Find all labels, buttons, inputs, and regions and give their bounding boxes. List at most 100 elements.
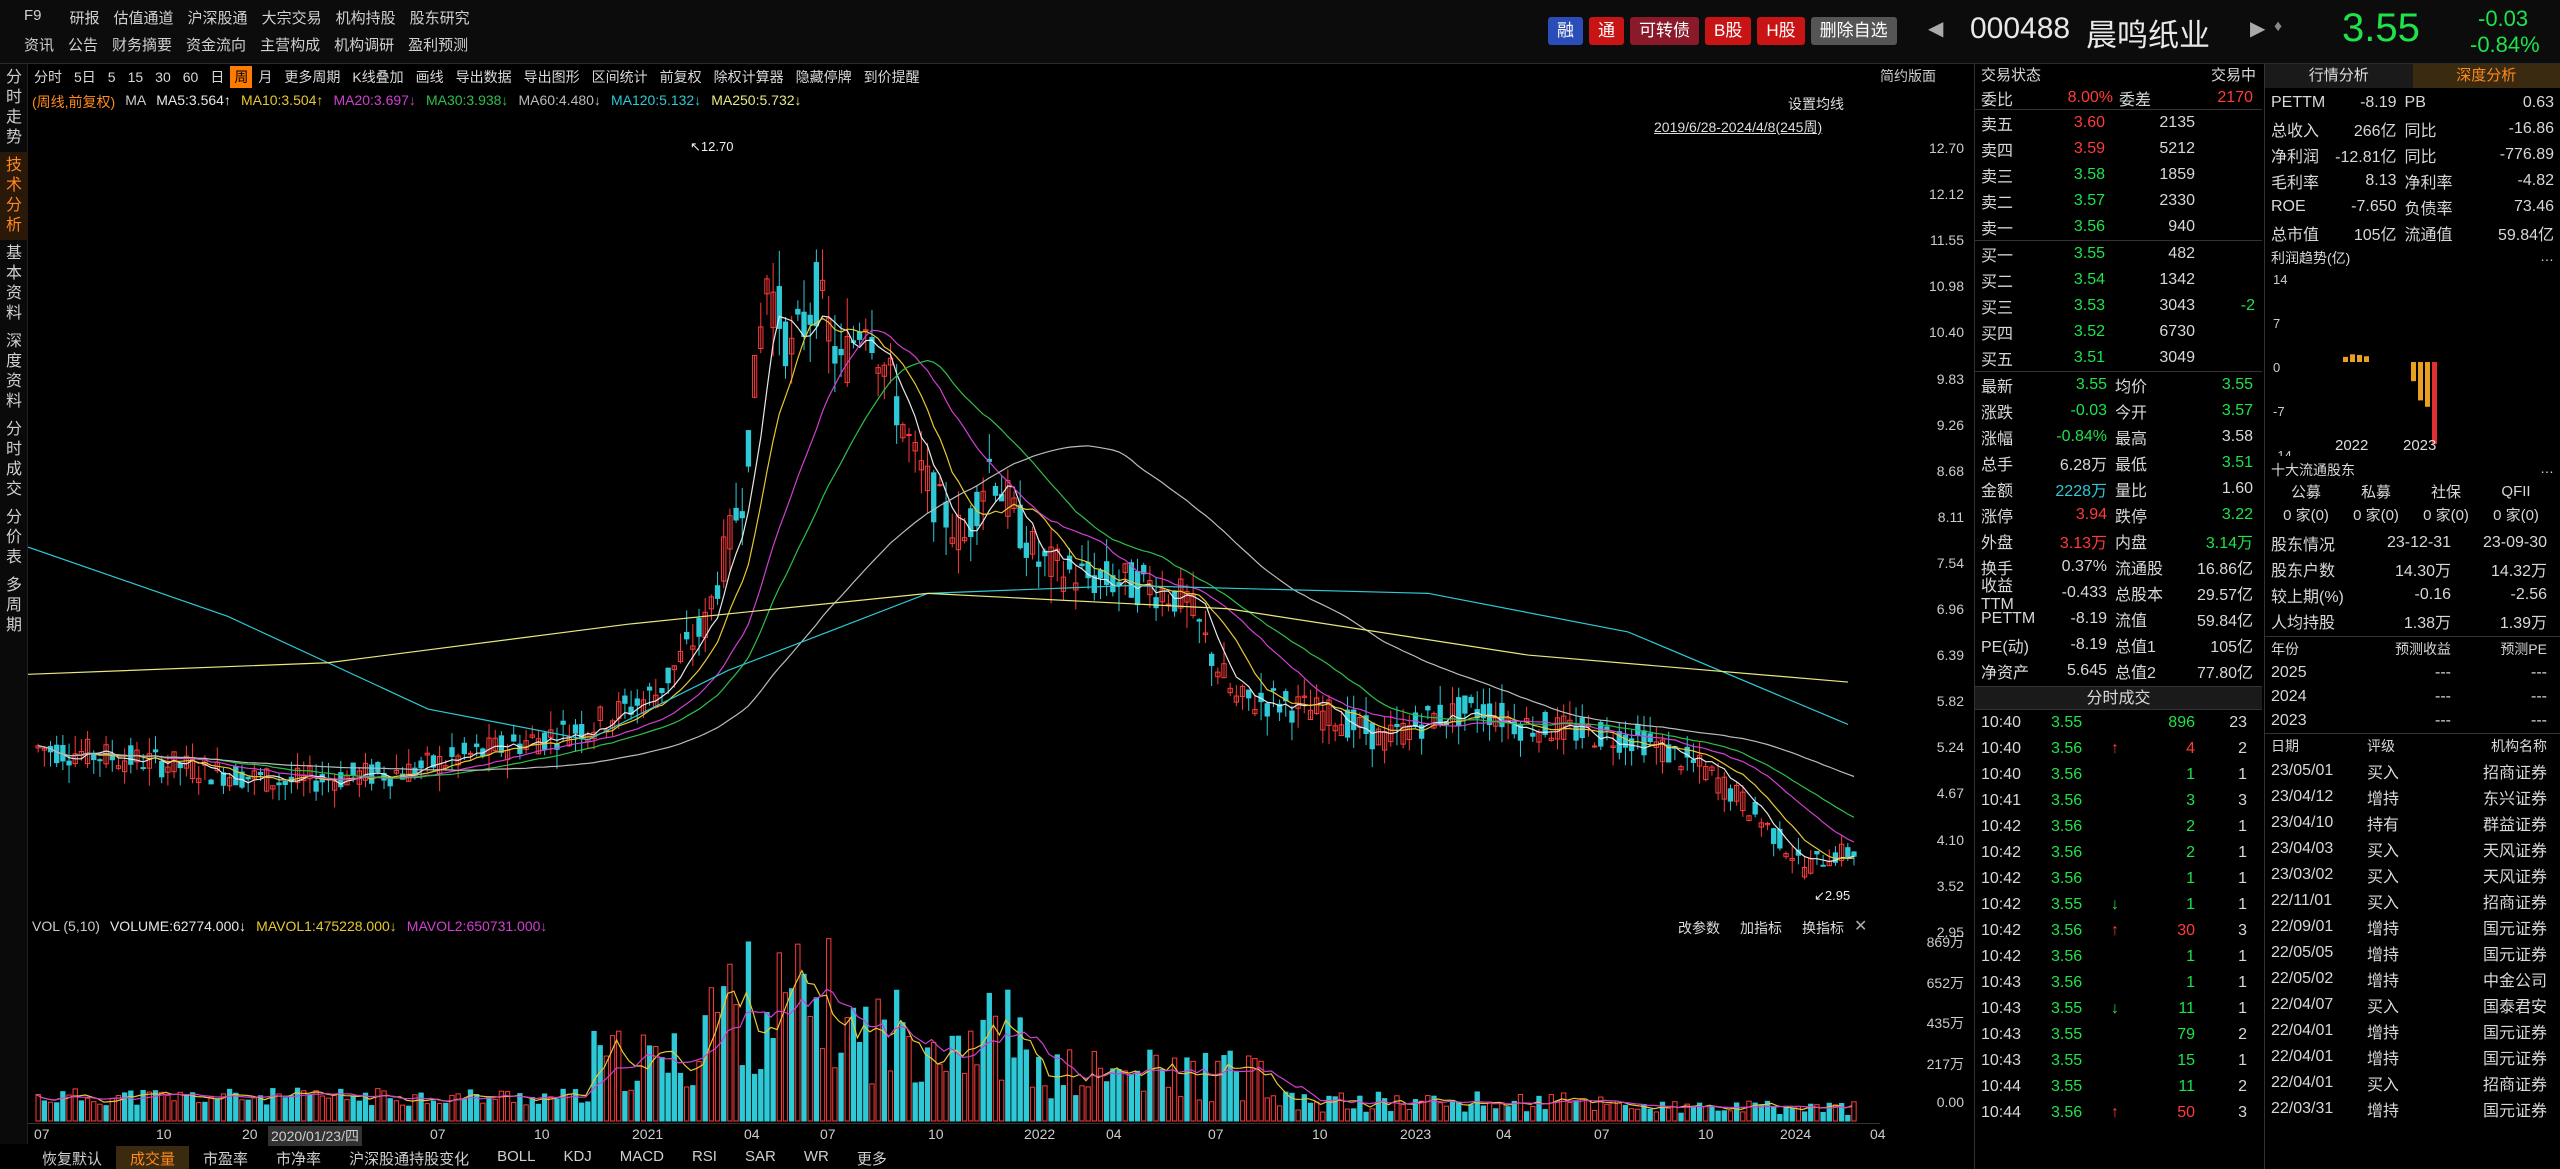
indicator-tab[interactable]: MACD — [619, 1148, 664, 1165]
indicator-tab[interactable]: BOLL — [497, 1148, 536, 1165]
tag-button[interactable]: 可转债 — [1630, 17, 1699, 45]
rating-row[interactable]: 23/03/02 买入 天风证券 — [2271, 862, 2554, 888]
book-row[interactable]: 买五 3.51 3049 — [1981, 345, 2256, 371]
simple-layout-button[interactable]: 简约版面 — [1880, 68, 1936, 84]
tick-list[interactable]: 10:40 3.55 896 23 10:40 3.56 ↑ 4 2 10:40 3.56 1 1 10:… — [1975, 710, 2262, 1126]
rating-row[interactable]: 22/03/31 增持 国元证券 — [2271, 1096, 2554, 1122]
book-row[interactable]: 卖四 3.59 5212 — [1981, 136, 2256, 162]
tag-button[interactable]: 删除自选 — [1810, 17, 1897, 45]
toolbar-item[interactable]: 除权计算器 — [713, 69, 784, 85]
vol-button[interactable]: 改参数 — [1678, 920, 1720, 936]
left-tab[interactable]: 基本资料 — [0, 240, 28, 328]
left-tab[interactable]: 深度资料 — [0, 328, 28, 416]
rating-row[interactable]: 22/04/01 增持 国元证券 — [2271, 1018, 2554, 1044]
menu-item[interactable]: 研报 — [69, 10, 100, 27]
toolbar-item[interactable]: 前复权 — [659, 69, 702, 85]
toolbar-item[interactable]: 分时 — [34, 69, 62, 85]
vol-button[interactable]: 换指标 — [1802, 920, 1844, 936]
rating-row[interactable]: 23/05/01 买入 招商证券 — [2271, 758, 2554, 784]
tab-deep-analysis[interactable]: 深度分析 — [2412, 64, 2560, 88]
menu-item[interactable]: 资金流向 — [186, 37, 247, 54]
toolbar-item[interactable]: 15 — [127, 69, 144, 85]
book-row[interactable]: 卖五 3.60 2135 — [1981, 110, 2256, 136]
trade-panel: 交易状态 交易中 委比 8.00% 委差 2170 卖五 3.60 2135 卖四 3.… — [1974, 64, 2262, 1169]
toolbar-item[interactable]: 画线 — [415, 69, 444, 85]
menu-item[interactable]: F9 — [24, 7, 42, 24]
more-icon[interactable]: … — [2540, 248, 2554, 264]
toolbar-item[interactable]: 5日 — [74, 69, 96, 85]
toolbar-item[interactable]: 导出图形 — [523, 69, 580, 85]
menu-item[interactable]: 机构调研 — [334, 37, 395, 54]
toolbar-item[interactable]: 更多周期 — [284, 69, 341, 85]
menu-item[interactable]: 机构持股 — [335, 10, 396, 27]
price-chart[interactable]: ↖12.70 ↙2.95 — [28, 108, 1880, 916]
book-row[interactable]: 买四 3.52 6730 — [1981, 319, 2256, 345]
toolbar-item[interactable]: 周 — [230, 66, 253, 88]
book-row[interactable]: 卖二 3.57 2330 — [1981, 188, 2256, 214]
rating-row[interactable]: 22/04/01 增持 国元证券 — [2271, 1044, 2554, 1070]
tag-button[interactable]: 通 — [1589, 17, 1624, 45]
rating-row[interactable]: 23/04/12 增持 东兴证券 — [2271, 784, 2554, 810]
rating-row[interactable]: 22/04/01 买入 招商证券 — [2271, 1070, 2554, 1096]
toolbar-item[interactable]: 到价提醒 — [863, 69, 920, 85]
vol-item: MAVOL2:650731.000↓ — [406, 918, 548, 934]
left-tab[interactable]: 分时成交 — [0, 416, 28, 504]
bell-icon[interactable]: ♦ — [2274, 18, 2283, 35]
book-row[interactable]: 买三 3.53 3043 -2 — [1981, 293, 2256, 319]
indicator-tab[interactable]: RSI — [691, 1148, 717, 1165]
toolbar-item[interactable]: 5 — [107, 69, 116, 85]
rating-row[interactable]: 22/04/07 买入 国泰君安 — [2271, 992, 2554, 1018]
next-stock-icon[interactable]: ▶ — [2250, 18, 2266, 40]
indicator-tab[interactable]: 更多 — [856, 1151, 887, 1168]
toolbar-item[interactable]: 月 — [258, 69, 273, 85]
vol-button[interactable]: 加指标 — [1740, 920, 1782, 936]
book-row[interactable]: 买二 3.54 1342 — [1981, 267, 2256, 293]
indicator-tab[interactable]: 市盈率 — [203, 1151, 249, 1168]
left-tab[interactable]: 多周期 — [0, 572, 28, 640]
toolbar-item[interactable]: 日 — [210, 69, 225, 85]
indicator-tab[interactable]: 市净率 — [276, 1151, 322, 1168]
book-row[interactable]: 卖一 3.56 940 — [1981, 214, 2256, 240]
rating-row[interactable]: 23/04/03 买入 天风证券 — [2271, 836, 2554, 862]
more-icon-2[interactable]: … — [2540, 460, 2554, 476]
rating-row[interactable]: 22/09/01 增持 国元证券 — [2271, 914, 2554, 940]
menu-item[interactable]: 估值通道 — [113, 10, 174, 27]
menu-item[interactable]: 资讯 — [24, 37, 55, 54]
toolbar-item[interactable]: 隐藏停牌 — [795, 69, 852, 85]
book-row[interactable]: 买一 3.55 482 — [1981, 241, 2256, 267]
set-ma-button[interactable]: 设置均线 — [1788, 96, 1844, 112]
rating-row[interactable]: 23/04/10 持有 群益证券 — [2271, 810, 2554, 836]
book-row[interactable]: 卖三 3.58 1859 — [1981, 162, 2256, 188]
toolbar-item[interactable]: K线叠加 — [352, 69, 404, 85]
close-icon[interactable]: ✕ — [1854, 918, 1868, 935]
menu-item[interactable]: 沪深股通 — [187, 10, 248, 27]
tab-market-analysis[interactable]: 行情分析 — [2265, 64, 2413, 88]
rating-row[interactable]: 22/11/01 买入 招商证券 — [2271, 888, 2554, 914]
prev-stock-icon[interactable]: ◀ — [1928, 18, 1944, 40]
menu-item[interactable]: 主营构成 — [260, 37, 321, 54]
menu-item[interactable]: 大宗交易 — [261, 10, 322, 27]
toolbar-item[interactable]: 30 — [155, 69, 171, 85]
tag-button[interactable]: H股 — [1757, 17, 1805, 45]
indicator-tab[interactable]: 恢复默认 — [42, 1151, 103, 1168]
rating-row[interactable]: 22/05/05 增持 国元证券 — [2271, 940, 2554, 966]
indicator-tab[interactable]: KDJ — [563, 1148, 592, 1165]
toolbar-item[interactable]: 区间统计 — [591, 69, 648, 85]
left-tab[interactable]: 分时走势 — [0, 64, 28, 152]
toolbar-item[interactable]: 导出数据 — [455, 69, 512, 85]
left-tab[interactable]: 分价表 — [0, 504, 28, 572]
tag-button[interactable]: B股 — [1705, 17, 1752, 45]
indicator-tab[interactable]: 成交量 — [116, 1146, 190, 1169]
tag-button[interactable]: 融 — [1548, 17, 1583, 45]
left-tab[interactable]: 技术分析 — [0, 152, 28, 240]
menu-item[interactable]: 股东研究 — [409, 10, 470, 27]
toolbar-item[interactable]: 60 — [182, 69, 199, 85]
indicator-tab[interactable]: WR — [803, 1148, 829, 1165]
menu-item[interactable]: 盈利预测 — [408, 37, 469, 54]
rating-row[interactable]: 22/05/02 增持 中金公司 — [2271, 966, 2554, 992]
indicator-tab[interactable]: 沪深股通持股变化 — [349, 1151, 470, 1168]
menu-item[interactable]: 财务摘要 — [112, 37, 173, 54]
indicator-tab[interactable]: SAR — [744, 1148, 776, 1165]
menu-item[interactable]: 公告 — [68, 37, 99, 54]
volume-chart[interactable] — [28, 938, 1880, 1123]
